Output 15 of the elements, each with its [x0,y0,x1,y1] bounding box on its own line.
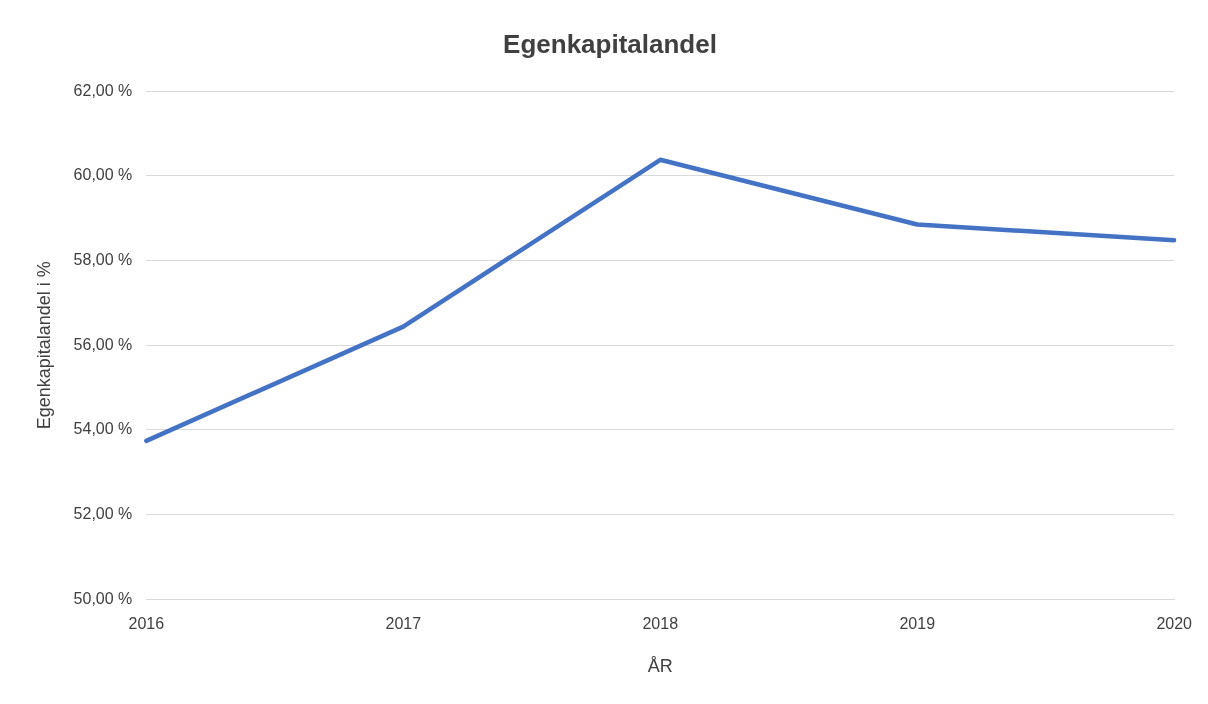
y-axis-title: Egenkapitalandel i % [33,261,54,430]
y-tick-label: 50,00 % [73,589,133,607]
x-tick-label: 2017 [385,615,422,633]
chart-title: Egenkapitalandel [503,28,717,59]
y-tick-label: 58,00 % [73,250,133,268]
x-tick-label: 2018 [642,615,679,633]
y-tick-label: 62,00 % [73,81,133,99]
y-tick-label: 56,00 % [73,335,133,353]
y-tick-label: 54,00 % [73,420,133,438]
x-axis-title: ÅR [647,656,673,677]
y-tick-label: 60,00 % [73,166,133,184]
x-tick-label: 2019 [899,615,936,633]
x-tick-label: 2020 [1156,615,1193,633]
x-tick-label: 2016 [128,615,165,633]
y-tick-label: 52,00 % [73,504,133,522]
